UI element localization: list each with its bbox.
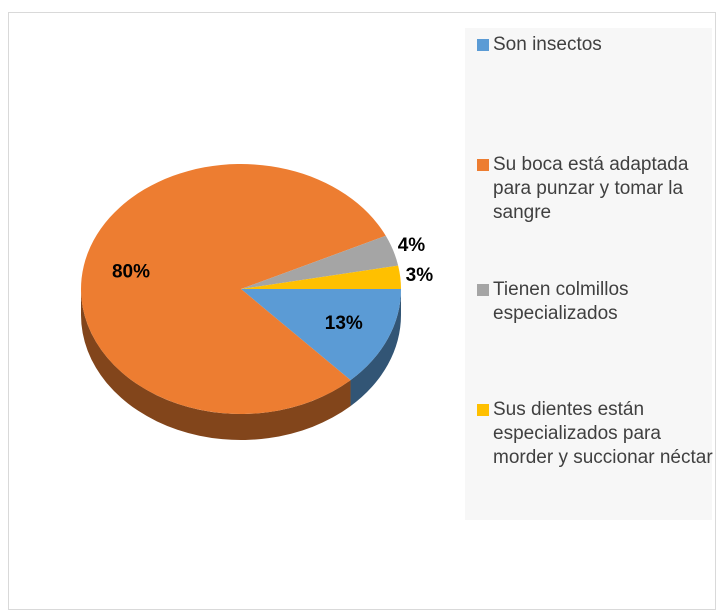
data-label: 4%: [398, 235, 426, 256]
legend-label: Tienen colmillos especializados: [493, 279, 629, 324]
legend-label: Son insectos: [493, 34, 602, 55]
legend-swatch: [477, 39, 489, 51]
chart-frame: [8, 12, 716, 610]
legend: Son insectos Su boca está adaptada para p…: [465, 28, 713, 520]
slice: [241, 265, 401, 289]
slice: [81, 163, 386, 414]
legend-item: Tienen colmillos especializados: [477, 278, 725, 326]
data-label: 3%: [406, 265, 434, 286]
legend-item: Su boca está adaptada para punzar y toma…: [477, 153, 725, 225]
slice-side: [350, 289, 402, 407]
legend-item: Sus dientes están especializados para mo…: [477, 398, 725, 470]
legend-swatch: [477, 159, 489, 171]
slice: [241, 289, 402, 381]
slice-side: [81, 289, 351, 440]
legend-item: Son insectos: [477, 33, 725, 57]
legend-label: Su boca está adaptada para punzar y toma…: [493, 154, 689, 223]
data-label: 13%: [325, 313, 363, 334]
legend-swatch: [477, 404, 489, 416]
legend-swatch: [477, 284, 489, 296]
legend-label: Sus dientes están especializados para mo…: [493, 399, 713, 468]
slice: [241, 235, 399, 289]
data-label: 80%: [112, 262, 150, 283]
